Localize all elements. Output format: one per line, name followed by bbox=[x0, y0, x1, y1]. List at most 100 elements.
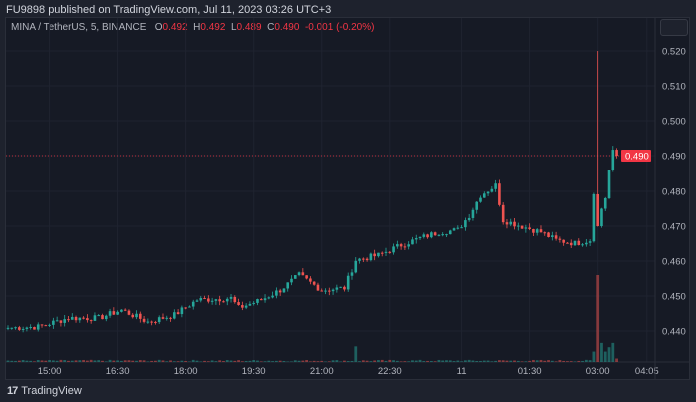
last-price-label: 0.490 bbox=[625, 152, 649, 163]
volume-bar bbox=[74, 360, 78, 362]
volume-bar bbox=[214, 361, 218, 362]
candle-body bbox=[173, 312, 176, 319]
price-tick-label: 0.490 bbox=[662, 152, 686, 163]
candle-body bbox=[588, 241, 592, 243]
candle-body bbox=[52, 320, 55, 325]
candle-body bbox=[55, 320, 59, 322]
candle-body bbox=[422, 234, 426, 237]
candle-body bbox=[25, 327, 29, 329]
volume-bar bbox=[513, 360, 516, 362]
candle-body bbox=[191, 301, 195, 307]
candle-body bbox=[112, 311, 116, 315]
candle-body bbox=[403, 246, 407, 248]
volume-bar bbox=[191, 359, 195, 362]
volume-bar bbox=[263, 361, 267, 362]
candle-body bbox=[165, 317, 169, 319]
volume-bar bbox=[25, 360, 29, 362]
volume-bar bbox=[161, 360, 165, 362]
candle-body bbox=[203, 298, 206, 300]
volume-bar bbox=[70, 360, 74, 362]
volume-bar bbox=[297, 360, 301, 362]
price-tick-label: 0.450 bbox=[662, 292, 686, 303]
volume-bar bbox=[33, 361, 36, 362]
low-label: L bbox=[230, 22, 237, 33]
candle-body bbox=[127, 310, 131, 315]
candle-body bbox=[479, 197, 482, 202]
volume-bar bbox=[377, 360, 380, 362]
candle-body bbox=[29, 327, 32, 329]
candle-body bbox=[93, 315, 97, 321]
volume-bar bbox=[169, 360, 172, 362]
volume-bar bbox=[335, 360, 339, 362]
candle-body bbox=[286, 282, 290, 289]
candle-body bbox=[339, 286, 342, 288]
price-tick-label: 0.510 bbox=[662, 82, 686, 93]
high-value: 0.492 bbox=[200, 22, 226, 33]
time-tick-label: 18:00 bbox=[174, 366, 198, 377]
candle-body bbox=[539, 229, 543, 233]
candle-body bbox=[305, 275, 308, 279]
candle-body bbox=[40, 324, 44, 326]
candle-body bbox=[433, 232, 437, 236]
candle-body bbox=[377, 252, 380, 257]
volume-bar bbox=[131, 360, 135, 362]
volume-bar bbox=[55, 360, 59, 362]
volume-bar bbox=[373, 360, 377, 362]
volume-bar bbox=[509, 360, 513, 362]
candle-body bbox=[535, 229, 539, 233]
candle-body bbox=[169, 317, 172, 319]
candle-body bbox=[21, 328, 25, 330]
volume-bar bbox=[97, 360, 101, 362]
candle-body bbox=[320, 290, 324, 292]
volume-bar bbox=[172, 361, 176, 362]
volume-bar bbox=[36, 360, 40, 362]
candle-body bbox=[547, 232, 550, 237]
candle-body bbox=[471, 209, 475, 218]
volume-bar bbox=[418, 359, 422, 362]
price-tick-label: 0.520 bbox=[662, 47, 686, 58]
candle-body bbox=[445, 234, 448, 236]
volume-bar bbox=[120, 360, 123, 362]
candle-body bbox=[592, 193, 596, 242]
candle-body bbox=[97, 315, 101, 317]
candle-body bbox=[373, 253, 376, 257]
candle-body bbox=[365, 258, 369, 261]
candle-body bbox=[554, 235, 558, 239]
volume-bar bbox=[543, 360, 547, 362]
candle-body bbox=[139, 313, 142, 319]
candle-body bbox=[350, 272, 354, 276]
candle-body bbox=[430, 232, 433, 238]
chart-panel[interactable] bbox=[5, 17, 690, 380]
candle-body bbox=[328, 290, 331, 292]
volume-bar bbox=[17, 360, 21, 362]
candle-body bbox=[411, 239, 414, 245]
volume-bar bbox=[142, 360, 146, 362]
volume-bar bbox=[327, 361, 331, 362]
volume-bar bbox=[392, 360, 395, 362]
volume-bar bbox=[256, 360, 259, 362]
volume-bar bbox=[10, 360, 14, 362]
candle-body bbox=[293, 275, 297, 279]
volume-bar bbox=[252, 360, 256, 362]
candle-body bbox=[418, 236, 422, 239]
candle-body bbox=[354, 260, 358, 273]
candle-body bbox=[278, 290, 282, 293]
volume-bar bbox=[104, 361, 108, 362]
candle-body bbox=[343, 286, 346, 290]
candle-body bbox=[543, 232, 547, 234]
candle-body bbox=[513, 221, 516, 227]
candle-body bbox=[63, 319, 66, 323]
volume-bar bbox=[112, 360, 116, 362]
price-tick-label: 0.470 bbox=[662, 222, 686, 233]
volume-bar bbox=[448, 360, 452, 362]
candle-body bbox=[282, 288, 286, 293]
candle-body bbox=[482, 193, 486, 198]
candle-body bbox=[256, 299, 259, 303]
chart-settings-button[interactable] bbox=[660, 19, 688, 36]
candle-body bbox=[581, 244, 584, 246]
volume-bar bbox=[411, 360, 414, 362]
candle-body bbox=[566, 242, 569, 244]
publish-info: FU9898 published on TradingView.com, Jul… bbox=[6, 4, 332, 16]
candle-body bbox=[44, 325, 48, 327]
